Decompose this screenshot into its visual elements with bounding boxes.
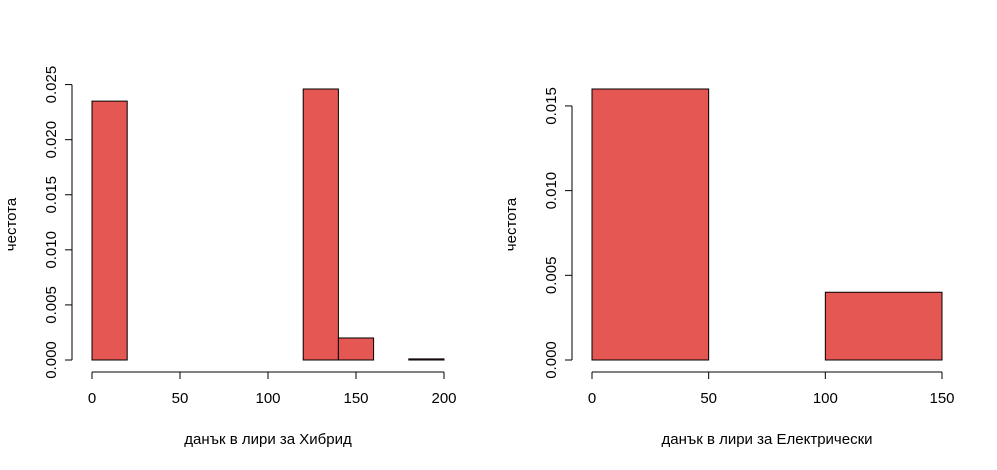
x-tick-label: 0: [588, 390, 596, 407]
x-tick-label: 100: [813, 390, 838, 407]
y-tick-label: 0.000: [43, 341, 60, 379]
y-tick-label: 0.010: [543, 172, 560, 210]
y-tick-label: 0.005: [543, 257, 560, 295]
x-tick-label: 150: [343, 390, 368, 407]
x-tick-label: 150: [929, 390, 954, 407]
y-axis-label: честота: [3, 197, 20, 251]
y-tick-label: 0.005: [43, 286, 60, 324]
y-axis-label: честота: [503, 197, 520, 251]
x-tick-label: 50: [700, 390, 717, 407]
y-tick-label: 0.020: [43, 121, 60, 159]
histogram-bar: [337, 337, 375, 361]
y-tick-label: 0.010: [43, 231, 60, 269]
x-tick-label: 50: [172, 390, 189, 407]
x-tick-label: 0: [88, 390, 96, 407]
histogram-bar: [824, 291, 943, 361]
x-tick-label: 200: [431, 390, 456, 407]
y-tick-label: 0.015: [43, 176, 60, 214]
x-tick-label: 100: [255, 390, 280, 407]
y-tick-label: 0.015: [543, 87, 560, 125]
histogram-bar: [408, 358, 445, 361]
x-axis-label: данък в лири за Електрически: [661, 431, 872, 448]
y-tick-label: 0.000: [543, 341, 560, 379]
histogram-bar: [591, 88, 710, 361]
y-tick-label: 0.025: [43, 66, 60, 104]
histogram-bar: [91, 100, 128, 361]
x-axis-label: данък в лири за Хибрид: [184, 431, 352, 448]
histogram-bar: [302, 88, 339, 361]
